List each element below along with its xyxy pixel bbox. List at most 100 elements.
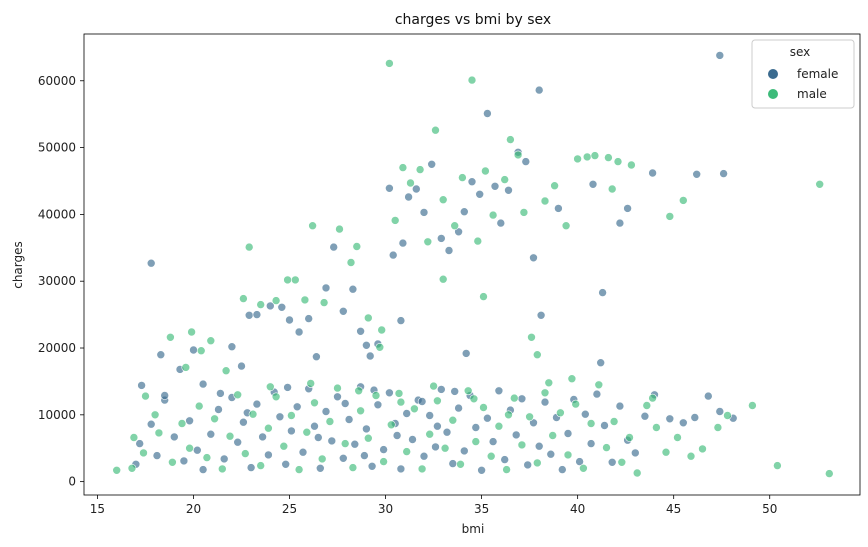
female-point — [367, 461, 377, 471]
female-point — [488, 437, 498, 446]
female-point — [277, 302, 287, 312]
female-point — [281, 459, 291, 469]
y-tick-label: 60000 — [38, 74, 76, 88]
legend-marker-male — [768, 89, 778, 99]
male-point — [310, 398, 319, 408]
male-point — [532, 458, 542, 468]
female-point — [356, 326, 365, 336]
female-point — [216, 389, 225, 398]
male-point — [506, 135, 515, 144]
male-point — [604, 153, 613, 162]
male-point — [579, 463, 588, 473]
male-point — [319, 298, 329, 307]
male-point — [567, 374, 577, 384]
female-point — [425, 411, 435, 420]
male-point — [398, 163, 408, 172]
female-point — [444, 246, 454, 255]
female-point — [398, 238, 408, 248]
male-point — [379, 457, 388, 466]
female-point — [321, 283, 331, 293]
female-point — [690, 413, 700, 422]
male-point — [450, 221, 460, 230]
male-point — [517, 440, 527, 450]
female-point — [630, 448, 640, 458]
male-point — [317, 454, 327, 464]
female-point — [431, 442, 440, 452]
female-point — [433, 421, 442, 431]
female-point — [419, 208, 429, 217]
male-point — [544, 378, 554, 388]
male-point — [723, 411, 732, 420]
female-point — [362, 340, 371, 350]
male-point — [504, 410, 513, 420]
male-point — [385, 59, 394, 68]
male-point — [196, 346, 206, 356]
female-point — [454, 403, 463, 413]
female-point — [170, 432, 179, 442]
female-point — [146, 258, 156, 268]
male-point — [202, 453, 212, 462]
male-point — [448, 415, 458, 425]
male-point — [333, 383, 342, 393]
female-point — [313, 433, 323, 442]
y-tick-label: 20000 — [38, 341, 76, 355]
female-point — [379, 445, 388, 454]
male-point — [456, 459, 465, 469]
male-point — [377, 325, 387, 335]
female-point — [206, 429, 216, 439]
x-axis: 15 20 25 30 35 40 45 50 — [90, 495, 777, 516]
male-point — [225, 431, 235, 441]
female-point — [265, 301, 275, 311]
female-point — [648, 168, 657, 178]
male-point — [561, 221, 571, 230]
female-point — [459, 446, 469, 456]
female-point — [294, 327, 304, 337]
female-point — [467, 177, 477, 186]
female-point — [436, 385, 446, 394]
male-point — [479, 403, 488, 412]
female-point — [490, 182, 500, 191]
female-point — [304, 314, 314, 323]
male-point — [467, 75, 477, 85]
female-point — [554, 204, 563, 213]
female-point — [321, 407, 331, 416]
female-point — [219, 454, 229, 464]
female-point — [471, 423, 481, 432]
male-point — [429, 381, 438, 391]
female-point — [258, 432, 267, 442]
female-point — [588, 180, 598, 189]
female-point — [179, 456, 189, 466]
male-point — [613, 157, 623, 166]
female-point — [615, 218, 625, 228]
female-point — [534, 441, 544, 451]
male-point — [410, 404, 419, 414]
female-point — [283, 383, 292, 392]
female-point — [459, 207, 469, 216]
male-point — [519, 208, 529, 217]
y-tick-label: 0 — [68, 475, 76, 489]
female-point — [596, 358, 606, 368]
male-point — [271, 392, 281, 402]
female-point — [365, 351, 375, 361]
male-point — [678, 196, 688, 205]
female-point — [483, 413, 492, 423]
female-point — [692, 170, 702, 179]
male-point — [594, 380, 604, 390]
male-point — [463, 386, 473, 396]
male-point — [773, 461, 782, 470]
female-point — [496, 218, 506, 228]
male-point — [590, 151, 600, 160]
female-point — [703, 391, 713, 401]
female-point — [285, 315, 294, 325]
male-point — [617, 457, 627, 467]
female-point — [185, 416, 194, 426]
female-point — [312, 352, 321, 362]
male-point — [548, 431, 558, 440]
female-point — [264, 450, 273, 460]
x-tick-label: 15 — [90, 502, 105, 516]
male-point — [244, 242, 254, 252]
male-point — [642, 401, 652, 410]
male-point — [582, 152, 592, 162]
male-point — [181, 363, 191, 372]
male-point — [440, 443, 450, 453]
